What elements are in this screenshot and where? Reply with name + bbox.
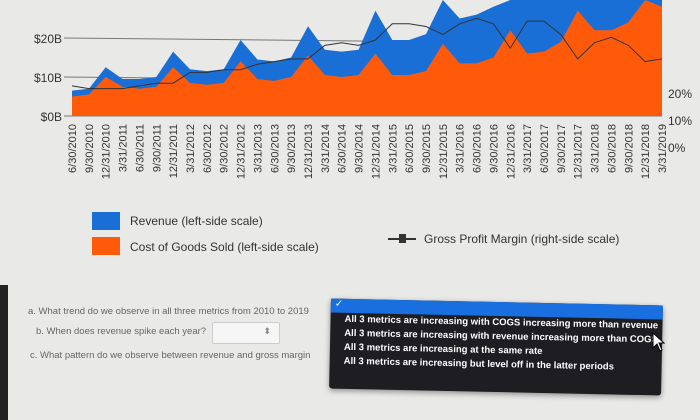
question-b: b. When does revenue spike each year? [36, 326, 207, 337]
x-tick-label: 9/30/2012 [219, 124, 231, 173]
x-tick-label: 12/31/2015 [438, 124, 450, 179]
left-tick-label: $20B [34, 32, 62, 46]
x-tick-label: 6/30/2017 [539, 124, 551, 173]
x-tick-label: 9/30/2010 [84, 124, 96, 173]
x-tick-label: 6/30/2012 [202, 124, 214, 173]
screen-edge [0, 285, 8, 420]
legend-cogs: Cost of Goods Sold (left-side scale) [130, 240, 319, 254]
right-tick-label: 20% [668, 87, 692, 101]
x-tick-label: 9/30/2018 [623, 124, 635, 173]
left-tick-label: $0B [41, 110, 62, 124]
x-tick-label: 9/30/2013 [286, 124, 298, 173]
x-tick-label: 12/31/2018 [640, 124, 652, 179]
legend-gpm: Gross Profit Margin (right-side scale) [424, 232, 620, 246]
x-tick-label: 12/31/2017 [573, 124, 585, 179]
x-tick-label: 3/31/2016 [455, 124, 467, 173]
x-tick-label: 6/30/2014 [337, 124, 349, 173]
x-tick-label: 9/30/2016 [488, 124, 500, 173]
x-tick-label: 3/31/2012 [185, 124, 197, 173]
x-tick-label: 6/30/2010 [67, 124, 79, 173]
x-tick-label: 12/31/2011 [168, 124, 180, 178]
x-tick-label: 9/30/2015 [421, 124, 433, 173]
select-arrow-icon: ⬍ [263, 326, 271, 336]
check-icon: ✓ [334, 298, 344, 310]
x-tick-label: 12/31/2012 [236, 124, 248, 179]
select-b[interactable]: ⬍ [212, 322, 280, 344]
right-tick-label: 0% [668, 141, 686, 155]
x-tick-label: 12/31/2010 [101, 124, 113, 179]
legend-swatch-revenue [92, 212, 120, 230]
x-tick-label: 3/31/2015 [387, 124, 399, 173]
x-tick-label: 3/31/2018 [590, 124, 602, 173]
x-tick-label: 12/31/2016 [505, 124, 517, 179]
x-tick-label: 3/31/2019 [657, 124, 669, 173]
x-tick-label: 12/31/2014 [370, 124, 382, 179]
x-tick-label: 3/31/2017 [522, 124, 534, 173]
x-tick-label: 12/31/2013 [303, 124, 315, 179]
legend-marker-gpm [399, 234, 406, 243]
mouse-cursor-icon [652, 332, 666, 352]
x-tick-label: 6/30/2013 [269, 124, 281, 173]
x-tick-label: 3/31/2014 [320, 124, 332, 173]
cogs-area [72, 0, 662, 116]
x-tick-label: 6/30/2018 [606, 124, 618, 173]
x-tick-label: 6/30/2015 [404, 124, 416, 173]
x-tick-label: 9/30/2011 [151, 124, 163, 172]
gpm-line [71, 17, 663, 90]
x-tick-label: 6/30/2016 [472, 124, 484, 173]
dropdown-a[interactable]: ✓ All 3 metrics are increasing with COGS… [329, 298, 663, 396]
x-tick-label: 3/31/2011 [118, 124, 130, 172]
x-tick-label: 9/30/2014 [354, 124, 366, 173]
x-tick-label: 6/30/2011 [134, 124, 146, 172]
question-c: c. What pattern do we observe between re… [30, 350, 311, 361]
right-tick-label: 10% [668, 114, 692, 128]
legend-revenue: Revenue (left-side scale) [130, 214, 263, 228]
legend-swatch-cogs [92, 237, 120, 255]
question-a: a. What trend do we observe in all three… [28, 306, 309, 317]
chart: $0B $10B $20B 0% 10% 20% 6/30/2010 9/30/2010 12/… [34, 0, 692, 179]
x-tick-label: 9/30/2017 [556, 124, 568, 173]
left-tick-label: $10B [34, 71, 62, 85]
x-tick-label: 3/31/2013 [252, 124, 264, 173]
